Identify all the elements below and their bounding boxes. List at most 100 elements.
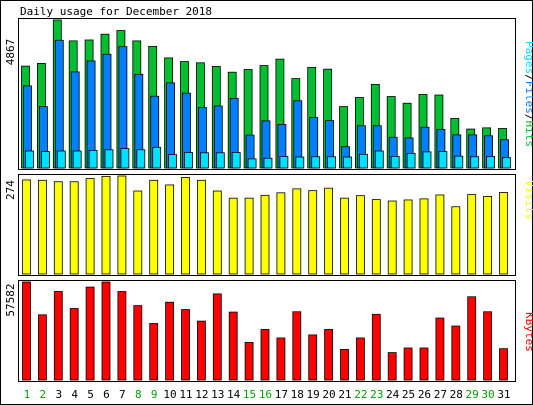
day-tick-label: 13 (211, 388, 224, 401)
day-tick-label: 17 (275, 388, 288, 401)
kbytes-bar (101, 281, 111, 381)
visits-bar (149, 179, 159, 275)
kbytes-legend: KBytes (523, 312, 533, 352)
visits-bar (260, 194, 270, 275)
visits-bar (133, 190, 143, 275)
kbytes-bar (149, 323, 159, 381)
day-tick-label: 5 (87, 388, 94, 401)
visits-bar (212, 190, 222, 275)
pages-bar (136, 149, 146, 169)
visits-bar (340, 197, 349, 275)
kbytes-bar (403, 347, 413, 381)
pages-bar (72, 150, 82, 169)
visits-bar (387, 200, 397, 275)
visits-legend: Visits (523, 180, 533, 220)
day-tick-label: 6 (103, 388, 110, 401)
files-bar (54, 39, 64, 169)
visits-bar (292, 188, 302, 275)
kbytes-bar (69, 308, 79, 381)
legend-separator: / (523, 74, 533, 81)
day-tick-label: 22 (354, 388, 367, 401)
day-tick-label: 26 (418, 388, 431, 401)
pages-bar (168, 154, 178, 169)
legend-separator: / (523, 114, 533, 121)
pages-bar (25, 150, 34, 169)
visits-bar (85, 178, 95, 275)
kbytes-bar (117, 291, 127, 381)
visits-panel-ymax-label: 274 (4, 180, 17, 200)
visits-bar (181, 177, 190, 275)
day-tick-label: 31 (497, 388, 510, 401)
kbytes-bar (181, 309, 190, 381)
chart-marks: 4867Pages/Files/Hits274Visits57582KBytes… (4, 19, 533, 401)
day-tick-label: 15 (243, 388, 256, 401)
kbytes-bar (467, 296, 477, 381)
day-tick-label: 11 (179, 388, 192, 401)
hits-panel-ymax-label: 4867 (4, 39, 17, 66)
pages-bar (152, 146, 162, 169)
kbytes-bar (85, 286, 95, 381)
kbytes-bar (53, 291, 63, 381)
visits-bar (435, 194, 445, 275)
kbytes-bar (451, 325, 461, 381)
pages-bar (422, 151, 432, 169)
pages-bar (438, 151, 448, 169)
pages-bar (199, 152, 209, 169)
day-tick-label: 12 (195, 388, 208, 401)
visits-bar (403, 199, 413, 275)
pages-bar (502, 157, 511, 169)
pages-bar (247, 158, 257, 169)
kbytes-bar (292, 311, 302, 381)
kbytes-bar (212, 293, 222, 381)
visits-bar (53, 181, 63, 275)
kbytes-bar (435, 317, 445, 381)
pages-bar (311, 156, 321, 169)
pages-bar (358, 153, 368, 169)
day-tick-label: 27 (434, 388, 447, 401)
pages-bar (374, 150, 384, 169)
day-tick-label: 8 (135, 388, 142, 401)
legend-pages: Pages (523, 41, 533, 74)
day-tick-label: 21 (338, 388, 351, 401)
pages-bar (406, 153, 416, 169)
kbytes-bar (387, 352, 397, 381)
legend-files: Files (523, 81, 533, 114)
kbytes-bar (340, 348, 349, 381)
visits-bar (324, 187, 334, 275)
kbytes-bar (483, 311, 493, 381)
day-tick-label: 1 (24, 388, 31, 401)
day-tick-label: 23 (370, 388, 383, 401)
chart-title: Daily usage for December 2018 (20, 5, 212, 18)
visits-bar (419, 198, 429, 275)
visits-bar (22, 179, 31, 275)
pages-bar (88, 149, 98, 169)
visits-bar (228, 197, 238, 275)
kbytes-panel-ymax-label: 57582 (4, 283, 17, 316)
legend-hits: Hits (523, 121, 533, 148)
day-tick-label: 2 (40, 388, 47, 401)
pages-bar (120, 148, 130, 169)
kbytes-bar (276, 337, 286, 381)
day-tick-label: 28 (450, 388, 463, 401)
pages-bar (327, 156, 337, 169)
pages-bar (104, 149, 114, 169)
visits-bar (483, 195, 493, 275)
day-tick-label: 18 (291, 388, 304, 401)
day-tick-label: 19 (307, 388, 320, 401)
day-tick-label: 4 (71, 388, 78, 401)
kbytes-bar (165, 301, 175, 381)
day-tick-label: 29 (466, 388, 479, 401)
pages-bar (231, 152, 241, 169)
hits-panel-legend: Pages/Files/Hits (523, 41, 533, 147)
visits-bar (467, 194, 477, 275)
pages-bar (295, 156, 305, 169)
day-tick-label: 14 (227, 388, 241, 401)
visits-bar (355, 195, 365, 275)
kbytes-bar (419, 347, 429, 381)
pages-bar (215, 152, 225, 169)
kbytes-bar (499, 348, 508, 381)
day-tick-label: 20 (322, 388, 335, 401)
kbytes-bar (308, 334, 318, 381)
